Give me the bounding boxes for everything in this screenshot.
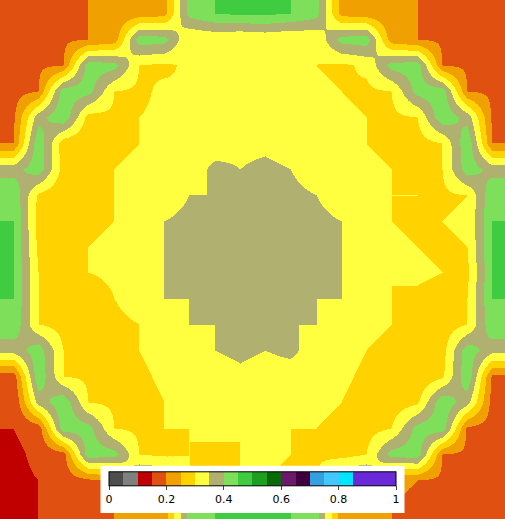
svg-text:0.8: 0.8 <box>330 493 348 506</box>
svg-text:1: 1 <box>393 493 400 506</box>
svg-text:0.4: 0.4 <box>215 493 233 506</box>
svg-text:0: 0 <box>106 493 113 506</box>
svg-text:0.6: 0.6 <box>272 493 290 506</box>
svg-text:0.2: 0.2 <box>158 493 176 506</box>
